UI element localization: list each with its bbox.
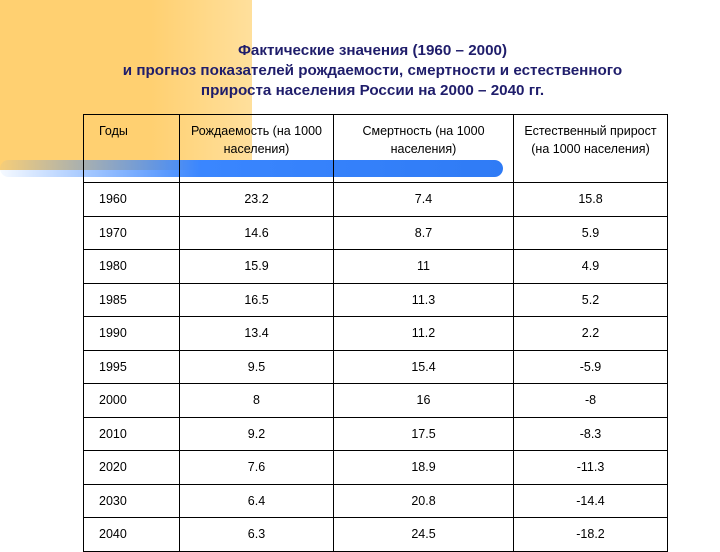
cell-birth-rate: 6.4 <box>179 483 334 518</box>
cell-year: 1995 <box>83 349 180 384</box>
cell-year: 1980 <box>83 249 180 284</box>
cell-birth-rate: 7.6 <box>179 450 334 485</box>
cell-death-rate: 15.4 <box>333 349 514 384</box>
slide-title-line-3: прироста населения России на 2000 – 2040… <box>200 82 545 99</box>
table-row: 1960 23.2 7.4 15.8 <box>83 182 668 217</box>
table-row: 1980 15.9 11 4.9 <box>83 249 668 284</box>
header-death-rate: Смертность (на 1000 населения) <box>333 114 514 183</box>
cell-birth-rate: 23.2 <box>179 182 334 217</box>
cell-natural-increase: 2.2 <box>513 316 668 351</box>
header-birth-rate: Рождаемость (на 1000 населения) <box>179 114 334 183</box>
cell-birth-rate: 6.3 <box>179 517 334 552</box>
table-body: 1960 23.2 7.4 15.8 1970 14.6 8.7 5.9 1980 15.9 11 4… <box>83 182 668 552</box>
table-row: 1970 14.6 8.7 5.9 <box>83 215 668 250</box>
demographics-table: Годы Рождаемость (на 1000 населения) Сме… <box>83 114 668 552</box>
cell-natural-increase: -5.9 <box>513 349 668 384</box>
table-row: 2030 6.4 20.8 -14.4 <box>83 483 668 518</box>
cell-natural-increase: 5.2 <box>513 282 668 317</box>
cell-natural-increase: 4.9 <box>513 249 668 284</box>
cell-birth-rate: 8 <box>179 383 334 418</box>
table-row: 1990 13.4 11.2 2.2 <box>83 316 668 351</box>
cell-birth-rate: 13.4 <box>179 316 334 351</box>
cell-natural-increase: -8.3 <box>513 416 668 451</box>
slide-title: Фактические значения (1960 – 2000) и про… <box>60 41 685 101</box>
slide-title-line-1: Фактические значения (1960 – 2000) <box>237 42 508 59</box>
cell-death-rate: 7.4 <box>333 182 514 217</box>
cell-birth-rate: 14.6 <box>179 215 334 250</box>
cell-natural-increase: -18.2 <box>513 517 668 552</box>
cell-natural-increase: -14.4 <box>513 483 668 518</box>
cell-death-rate: 17.5 <box>333 416 514 451</box>
cell-year: 1985 <box>83 282 180 317</box>
cell-death-rate: 24.5 <box>333 517 514 552</box>
cell-birth-rate: 9.5 <box>179 349 334 384</box>
cell-death-rate: 20.8 <box>333 483 514 518</box>
cell-year: 2040 <box>83 517 180 552</box>
cell-year: 1960 <box>83 182 180 217</box>
table-row: 2020 7.6 18.9 -11.3 <box>83 450 668 485</box>
cell-year: 2000 <box>83 383 180 418</box>
table-header-row: Годы Рождаемость (на 1000 населения) Сме… <box>83 114 668 183</box>
cell-year: 1970 <box>83 215 180 250</box>
cell-natural-increase: -11.3 <box>513 450 668 485</box>
cell-natural-increase: 5.9 <box>513 215 668 250</box>
cell-death-rate: 11 <box>333 249 514 284</box>
cell-death-rate: 8.7 <box>333 215 514 250</box>
cell-natural-increase: 15.8 <box>513 182 668 217</box>
cell-death-rate: 11.3 <box>333 282 514 317</box>
slide-title-line-2: и прогноз показателей рождаемости, смерт… <box>122 62 623 79</box>
cell-birth-rate: 16.5 <box>179 282 334 317</box>
table-row: 1985 16.5 11.3 5.2 <box>83 282 668 317</box>
table-row: 2010 9.2 17.5 -8.3 <box>83 416 668 451</box>
cell-death-rate: 18.9 <box>333 450 514 485</box>
table-row: 2000 8 16 -8 <box>83 383 668 418</box>
header-years: Годы <box>83 114 180 183</box>
table-row: 2040 6.3 24.5 -18.2 <box>83 517 668 552</box>
cell-birth-rate: 15.9 <box>179 249 334 284</box>
cell-birth-rate: 9.2 <box>179 416 334 451</box>
cell-year: 2020 <box>83 450 180 485</box>
cell-death-rate: 11.2 <box>333 316 514 351</box>
cell-year: 2030 <box>83 483 180 518</box>
cell-year: 2010 <box>83 416 180 451</box>
cell-natural-increase: -8 <box>513 383 668 418</box>
table-row: 1995 9.5 15.4 -5.9 <box>83 349 668 384</box>
header-natural-increase: Естественный прирост (на 1000 населения) <box>513 114 668 183</box>
cell-year: 1990 <box>83 316 180 351</box>
cell-death-rate: 16 <box>333 383 514 418</box>
